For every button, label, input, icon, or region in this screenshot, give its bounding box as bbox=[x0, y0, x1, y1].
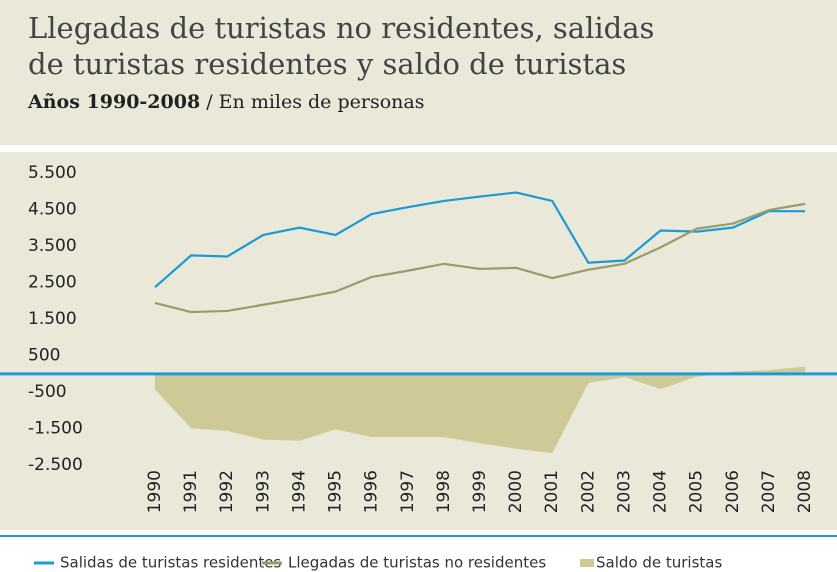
x-tick-label: 1995 bbox=[326, 470, 346, 513]
x-tick-label: 2003 bbox=[614, 470, 634, 513]
subtitle-rest: / En miles de personas bbox=[200, 91, 424, 113]
y-tick-label: 5.500 bbox=[28, 163, 77, 183]
y-tick-label: 1.500 bbox=[28, 309, 77, 329]
x-tick-label: 2004 bbox=[651, 470, 671, 513]
x-tick-label: 2005 bbox=[687, 470, 707, 513]
x-tick-label: 2006 bbox=[723, 470, 743, 513]
legend-label: Llegadas de turistas no residentes bbox=[288, 554, 546, 572]
header-bg bbox=[0, 0, 837, 145]
line bbox=[154, 202, 806, 314]
chart-title: de turistas residentes y saldo de turist… bbox=[28, 47, 626, 81]
subtitle: Años 1990-2008 / En miles de personas bbox=[27, 91, 424, 113]
x-tick-label: 1996 bbox=[362, 470, 382, 513]
x-tick-label: 2007 bbox=[759, 470, 779, 513]
legend-label: Salidas de turistas residentes bbox=[60, 554, 281, 572]
x-tick-label: 2002 bbox=[578, 470, 598, 513]
legend-label: Saldo de turistas bbox=[596, 554, 722, 572]
subtitle-bold: Años 1990-2008 bbox=[27, 91, 200, 113]
x-tick-label: 1990 bbox=[145, 470, 165, 513]
chart-title: Llegadas de turistas no residentes, sali… bbox=[28, 11, 654, 45]
y-tick-label: -1.500 bbox=[28, 419, 83, 439]
x-tick-label: 1997 bbox=[398, 470, 418, 513]
y-tick-label: -500 bbox=[28, 382, 67, 402]
x-tick-label: 2001 bbox=[542, 470, 562, 513]
y-tick-label: -2.500 bbox=[28, 455, 83, 475]
x-tick-label: 1999 bbox=[470, 470, 490, 513]
y-tick-label: 3.500 bbox=[28, 236, 77, 256]
plot-bg bbox=[0, 152, 837, 530]
y-tick-label: 2.500 bbox=[28, 272, 77, 292]
x-tick-label: 1998 bbox=[434, 470, 454, 513]
x-tick-label: 1991 bbox=[181, 470, 201, 513]
x-tick-label: 1993 bbox=[253, 470, 273, 513]
x-tick-label: 2008 bbox=[795, 470, 815, 513]
legend-swatch bbox=[580, 559, 594, 567]
x-tick-label: 1992 bbox=[217, 470, 237, 513]
x-tick-label: 1994 bbox=[289, 470, 309, 513]
y-tick-label: 4.500 bbox=[28, 199, 77, 219]
x-tick-label: 2000 bbox=[506, 470, 526, 513]
line bbox=[154, 191, 805, 289]
area bbox=[155, 366, 805, 454]
y-tick-label: 500 bbox=[28, 346, 60, 366]
